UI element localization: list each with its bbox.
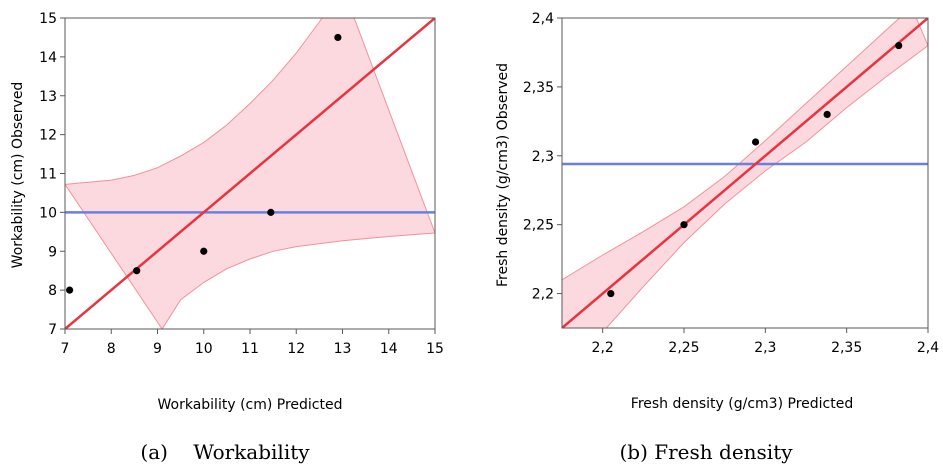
x-tick-label: 8 [107, 341, 116, 357]
data-point [895, 41, 903, 50]
x-tick-label: 2,25 [668, 340, 699, 356]
x-tick-label: 13 [334, 341, 352, 357]
y-tick-label: 14 [39, 50, 57, 66]
x-tick-label: 2,2 [592, 340, 614, 356]
confidence-band [65, 18, 435, 329]
data-point [133, 267, 141, 275]
y-tick-label: 12 [39, 128, 57, 144]
data-point [334, 33, 342, 42]
plot-frame [561, 17, 929, 329]
y-tick-label: 15 [39, 11, 57, 27]
data-point [680, 221, 688, 229]
fresh-density-chart: 2,2 2,25 2,3 2,35 2,4 2,2 2,25 2,3 2,35 2,4 Fres… [495, 11, 939, 464]
caption: (a) Workability [140, 440, 310, 464]
y-tick-label: 2,4 [532, 11, 554, 27]
data-point [607, 289, 615, 298]
y-axis-label: Fresh density (g/cm3) Observed [495, 63, 511, 287]
x-tick-label: 11 [241, 341, 259, 357]
caption: (b) Fresh density [619, 440, 793, 464]
x-tick-label: 12 [287, 341, 305, 357]
y-tick-label: 13 [39, 89, 57, 105]
y-tick-label: 8 [48, 283, 57, 299]
y-tick-label: 2,25 [523, 218, 554, 234]
x-tick-label: 7 [61, 341, 70, 357]
data-point [823, 110, 831, 119]
workability-chart: 7 8 9 10 11 12 13 14 15 7 8 9 10 11 12 13 14 15 Workabil… [10, 11, 444, 464]
y-tick-label: 2,35 [523, 80, 554, 96]
x-tick-label: 2,35 [831, 340, 862, 356]
y-tick-label: 2,3 [532, 149, 554, 165]
fit-line [65, 18, 435, 329]
y-tick-label: 10 [39, 205, 57, 221]
x-axis-label: Fresh density (g/cm3) Predicted [631, 396, 853, 412]
x-tick-label: 15 [426, 341, 444, 357]
x-tick-label: 9 [153, 341, 162, 357]
x-tick-label: 10 [195, 341, 213, 357]
y-axis-label: Workability (cm) Observed [10, 82, 26, 269]
data-point [267, 208, 275, 216]
x-tick-label: 2,4 [917, 340, 939, 356]
y-tick-label: 9 [48, 244, 57, 260]
data-point [200, 247, 208, 255]
y-tick-label: 11 [39, 167, 57, 183]
fit-line [562, 18, 928, 328]
y-tick-label: 2,2 [532, 287, 554, 303]
data-point [66, 286, 74, 294]
x-axis-label: Workability (cm) Predicted [158, 397, 343, 413]
confidence-band [562, 18, 928, 328]
y-tick-label: 7 [48, 322, 57, 338]
x-tick-label: 14 [380, 341, 398, 357]
x-tick-label: 2,3 [754, 340, 776, 356]
data-point [751, 138, 760, 146]
